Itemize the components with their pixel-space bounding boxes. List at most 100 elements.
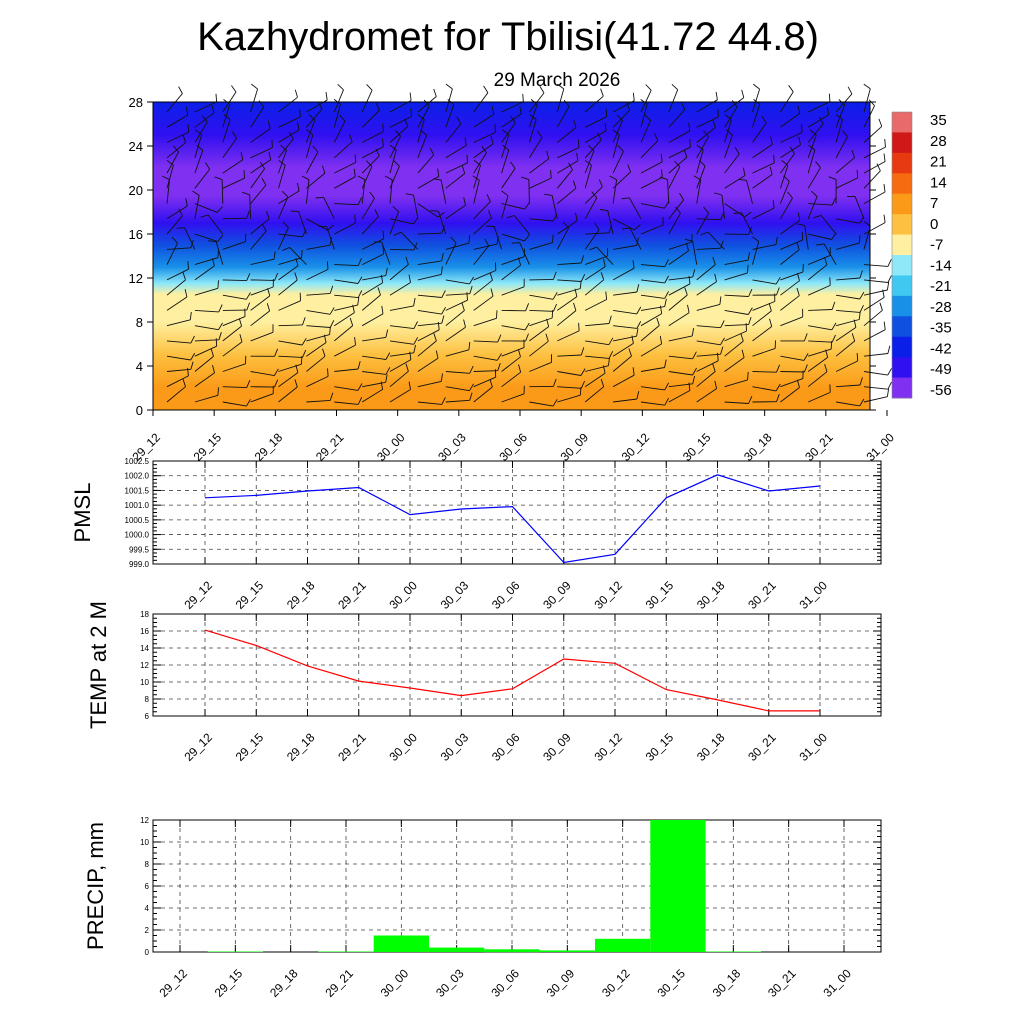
wind-barb-flag	[600, 272, 605, 280]
wind-barb-shaft	[612, 179, 618, 204]
wind-barb-shaft	[306, 268, 329, 281]
wind-barb-flag	[413, 344, 417, 353]
wind-barb-shaft	[613, 335, 637, 342]
wind-barb-shaft	[184, 227, 196, 250]
wind-barb-shaft	[668, 166, 681, 189]
wind-barb-flag	[545, 333, 549, 342]
wind-barb-shaft	[389, 218, 414, 225]
wind-barb-shaft	[752, 174, 773, 189]
wind-barb-flag	[689, 139, 691, 148]
wind-barb-shaft	[557, 296, 578, 311]
wind-barb-shaft	[417, 232, 442, 235]
wind-barb-shaft	[640, 313, 662, 327]
wind-barb-flag	[218, 332, 222, 340]
wind-barb-shaft	[585, 232, 610, 235]
wind-barb-shaft	[334, 368, 359, 372]
wind-barb-flag	[856, 169, 859, 178]
wind-barb-flag	[274, 272, 279, 281]
wind-barb-flag	[698, 160, 706, 167]
time-tick-label: 30_21	[802, 430, 836, 464]
y-axis-label: PMSL	[70, 483, 95, 543]
wind-barb-flag	[859, 270, 863, 279]
wind-barb-flag	[239, 334, 243, 343]
wind-barb-shaft	[306, 342, 327, 357]
wind-barb-flag	[326, 261, 329, 270]
wind-barb-shaft	[278, 265, 299, 281]
wind-barb-shaft	[612, 374, 635, 388]
wind-barb-shaft	[445, 279, 470, 285]
wind-barb-shaft	[835, 119, 843, 143]
wind-barb-shaft	[529, 278, 554, 281]
wind-barb-shaft	[334, 264, 359, 267]
wind-barb-flag	[429, 147, 435, 156]
wind-barb-shaft	[808, 254, 831, 266]
wind-barb-flag	[271, 139, 273, 148]
wind-barb-flag	[497, 363, 501, 371]
wind-barb-shaft	[445, 399, 470, 403]
wind-barb-shaft	[194, 345, 217, 357]
wind-barb-flag	[312, 145, 319, 153]
wind-barb-flag	[384, 175, 393, 181]
wind-barb-flag	[521, 176, 530, 181]
wind-barb-shaft	[250, 184, 267, 204]
temperature-field	[153, 102, 870, 410]
wind-barb-shaft	[278, 129, 300, 143]
y-tick-label: 2	[145, 926, 150, 935]
wind-barb-flag	[321, 165, 326, 174]
wind-barb-flag	[365, 160, 373, 167]
wind-barb-flag	[761, 115, 767, 124]
wind-barb-flag	[753, 83, 760, 90]
wind-barb-shaft	[835, 319, 860, 327]
wind-barb-flag	[441, 225, 445, 234]
wind-barb-shaft	[250, 295, 271, 311]
wind-barb-shaft	[585, 323, 610, 327]
wind-barb-flag	[494, 124, 496, 133]
wind-barb-flag	[575, 212, 578, 221]
wind-barb-shaft	[221, 179, 224, 204]
wind-barb-flag	[859, 398, 865, 407]
wind-barb-shaft	[445, 326, 466, 342]
wind-barb-shaft	[835, 242, 860, 250]
wind-barb-shaft	[629, 197, 642, 220]
wind-barb-shaft	[250, 106, 265, 128]
x-tick-label: 30_18	[710, 966, 744, 1000]
wind-barb-flag	[632, 367, 635, 376]
wind-barb-flag	[600, 88, 604, 97]
y-tick-label: 1002.5	[125, 457, 150, 466]
wind-barb-shaft	[863, 222, 886, 235]
wind-barb-flag	[813, 214, 822, 219]
wind-barb-shaft	[501, 264, 521, 281]
y-tick-label: 8	[145, 860, 150, 869]
wind-barb-flag	[506, 215, 515, 219]
x-tick-label: 29_12	[156, 966, 190, 1000]
wind-barb-flag	[189, 311, 192, 320]
wind-barb-flag	[468, 341, 471, 350]
x-tick-label: 29_21	[322, 966, 356, 1000]
wind-barb-flag	[580, 274, 586, 282]
colorbar-label: 0	[930, 216, 938, 233]
wind-barb-flag	[441, 315, 445, 324]
wind-barb-shaft	[417, 357, 439, 372]
wind-barb-flag	[282, 246, 290, 251]
wind-barb-shaft	[417, 96, 437, 113]
wind-barb-shaft	[222, 316, 246, 327]
x-tick-label: 30_06	[489, 578, 523, 612]
wind-barb-shaft	[668, 89, 679, 113]
precip-bar	[484, 949, 540, 953]
y-tick-label: 4	[145, 904, 150, 913]
wind-barb-flag	[496, 310, 498, 319]
wind-barb-flag	[608, 357, 610, 366]
wind-barb-flag	[796, 223, 805, 227]
wind-barb-shaft	[166, 375, 189, 388]
wind-barb-shaft	[585, 365, 609, 372]
x-tick-label: 29_18	[284, 578, 318, 612]
wind-barb-flag	[636, 391, 640, 400]
x-tick-label: 30_21	[745, 578, 779, 612]
wind-barb-flag	[246, 210, 250, 219]
wind-barb-shaft	[473, 131, 496, 143]
chart-title: Kazhydromet for Tbilisi(41.72 44.8)	[197, 15, 819, 59]
time-tick-label: 30_03	[435, 430, 469, 464]
wind-barb-shaft	[721, 194, 726, 219]
wind-barb-shaft	[752, 122, 767, 143]
wind-barb-flag	[389, 144, 397, 151]
